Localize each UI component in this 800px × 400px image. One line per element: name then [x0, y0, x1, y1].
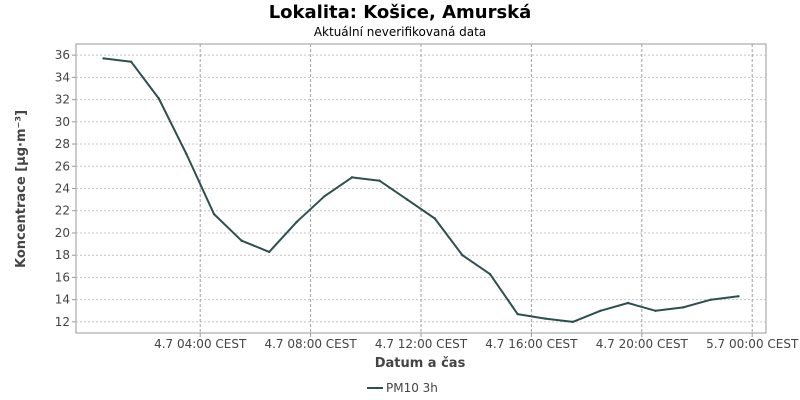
data-point — [599, 309, 602, 312]
data-point — [626, 301, 630, 305]
data-point — [268, 250, 271, 254]
data-point — [737, 295, 740, 298]
x-tick-label: 4.7 16:00 CEST — [485, 337, 578, 351]
x-tick-label: 5.7 00:00 CEST — [706, 337, 799, 351]
y-tick-label: 18 — [55, 248, 70, 262]
data-point — [516, 312, 519, 316]
data-point — [544, 317, 547, 320]
grid — [76, 44, 766, 333]
data-point — [433, 217, 436, 220]
x-tick-label: 4.7 08:00 CEST — [264, 337, 357, 351]
data-point — [295, 220, 298, 224]
data-point — [212, 212, 216, 216]
y-tick-label: 20 — [55, 226, 70, 240]
x-axis: 4.7 04:00 CEST 4.7 08:00 CEST 4.7 12:00 CE… — [154, 333, 799, 351]
data-point — [323, 195, 326, 198]
data-point — [102, 57, 105, 60]
chart-title: Lokalita: Košice, Amurská — [269, 2, 532, 23]
y-tick-label: 34 — [55, 70, 70, 84]
y-tick-label: 30 — [55, 115, 70, 129]
data-point — [240, 239, 243, 242]
data-point — [350, 176, 354, 179]
x-tick-label: 4.7 12:00 CEST — [375, 337, 468, 351]
chart-subtitle: Aktuální neverifikovaná data — [314, 25, 486, 39]
series-line — [103, 57, 739, 323]
y-tick-label: 24 — [55, 182, 70, 196]
data-point — [185, 152, 188, 156]
data-point — [406, 198, 409, 201]
y-tick-label: 22 — [55, 204, 70, 218]
x-tick-label: 4.7 20:00 CEST — [596, 337, 689, 351]
x-tick-label: 4.7 04:00 CEST — [154, 337, 247, 351]
data-point — [378, 179, 381, 182]
y-tick-label: 12 — [55, 315, 70, 329]
data-point — [682, 306, 685, 309]
data-point — [654, 309, 657, 312]
data-point — [709, 298, 712, 301]
y-tick-label: 28 — [55, 137, 70, 151]
y-axis-label: Koncentrace [µg·m⁻³] — [14, 110, 29, 268]
y-tick-label: 16 — [55, 270, 70, 284]
y-tick-label: 36 — [55, 48, 70, 62]
data-point — [461, 253, 464, 257]
y-axis: 12 14 16 18 20 22 24 26 28 30 32 34 36 — [55, 48, 76, 329]
data-point — [571, 320, 574, 324]
series-layer — [102, 57, 740, 324]
data-point — [488, 272, 492, 276]
y-tick-label: 14 — [55, 293, 70, 307]
y-tick-label: 32 — [55, 93, 70, 107]
x-axis-label: Datum a čas — [375, 356, 466, 371]
data-point — [130, 60, 133, 63]
data-point — [157, 97, 160, 100]
y-tick-label: 26 — [55, 159, 70, 173]
legend: PM10 3h — [367, 381, 438, 395]
legend-label: PM10 3h — [386, 381, 438, 395]
